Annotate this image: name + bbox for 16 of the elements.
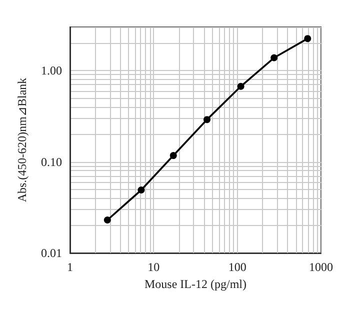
point [237, 82, 244, 90]
x-tick-label: 1 [67, 260, 73, 274]
point [104, 216, 111, 224]
point [304, 35, 312, 42]
x-axis-title: Mouse IL-12 (pg/ml) [144, 276, 246, 291]
point [138, 186, 145, 194]
point [270, 54, 278, 62]
point [204, 116, 211, 124]
point [170, 152, 177, 160]
x-tick-label: 10 [148, 260, 160, 274]
y-tick-label: 1.00 [41, 64, 62, 78]
x-tick-label: 100 [228, 260, 246, 274]
y-axis-title: Abs.(450-620)nm⊿Blank [15, 78, 29, 202]
x-tick-label: 1000 [309, 260, 333, 274]
y-tick-label: 0.01 [41, 246, 62, 260]
y-tick-label: 0.10 [41, 154, 62, 169]
